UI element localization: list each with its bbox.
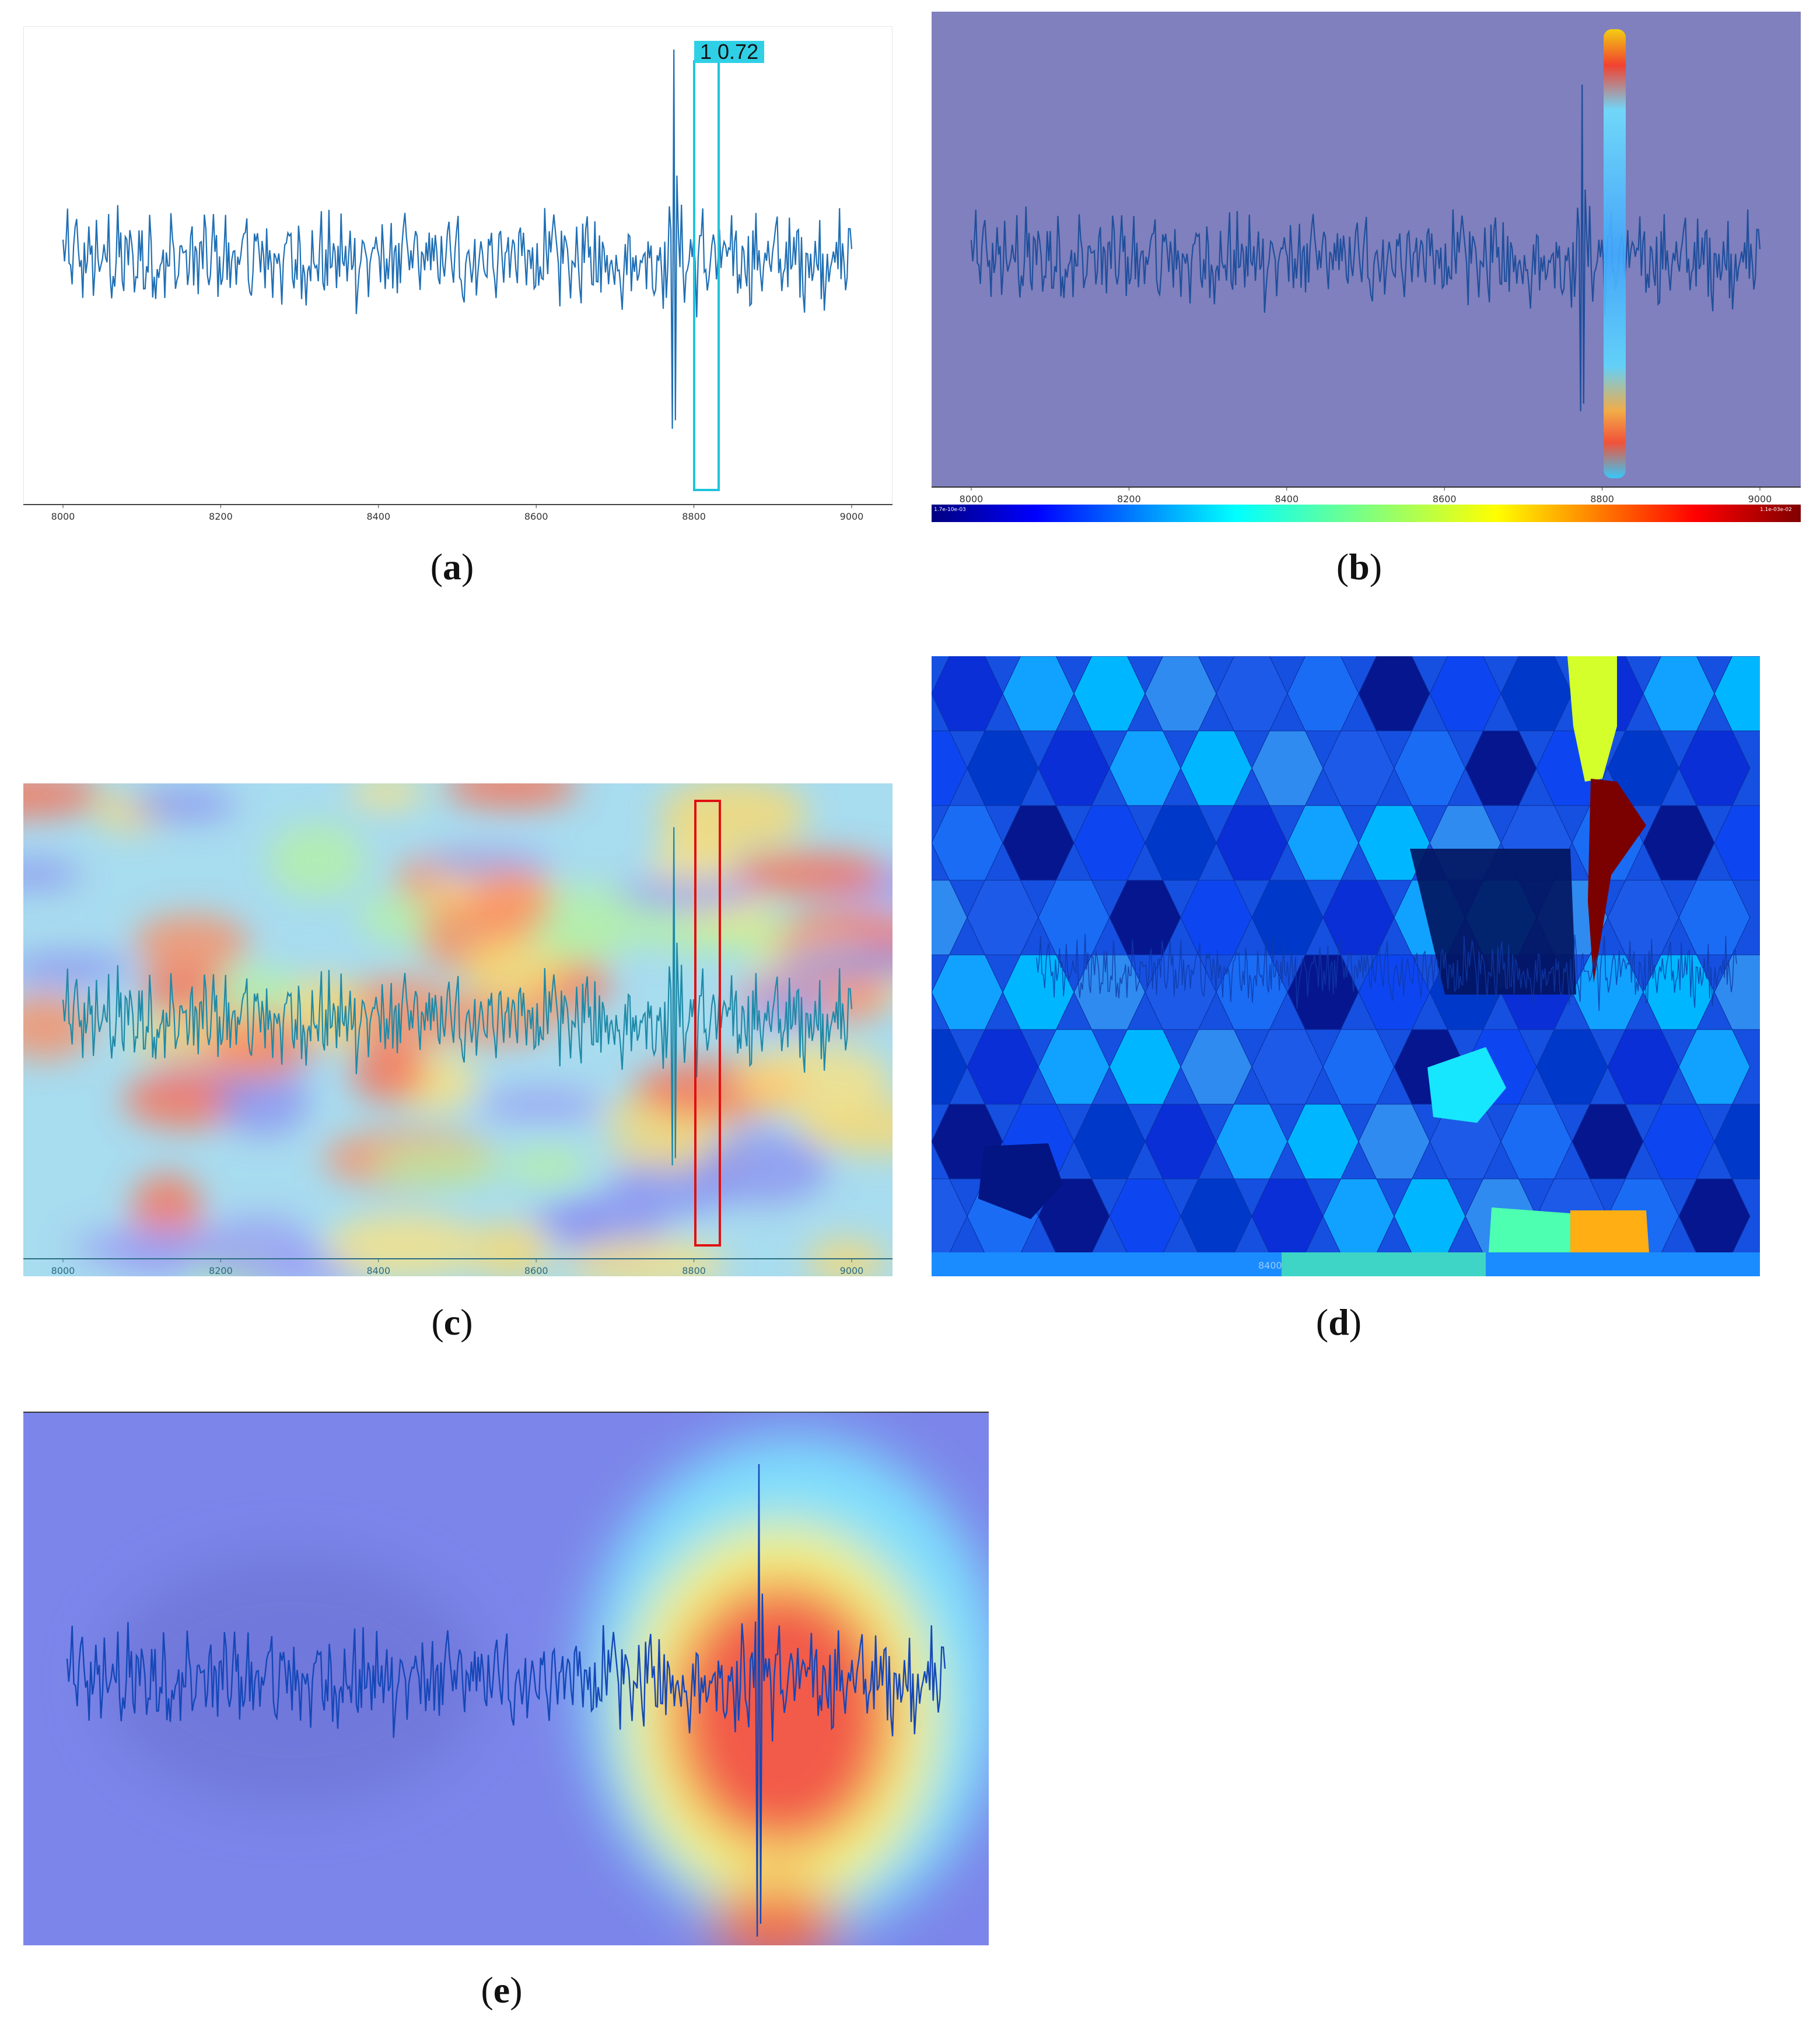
panel-b: 8000 8200 8400 8600 8800 9000 1.7e-10e-03 1.1…	[932, 12, 1801, 522]
panel-c-blob	[23, 953, 132, 985]
panel-d-superpixel	[1714, 954, 1760, 1030]
panel-b-overlay	[932, 12, 1801, 487]
panel-d-superpixel-dark	[1410, 849, 1576, 995]
panel-c-blob	[340, 976, 456, 1051]
caption-c: (c)	[431, 1301, 473, 1343]
panel-d-superpixel-yellow	[1567, 656, 1617, 782]
panel-c-tick-label-8200: 8200	[209, 1265, 233, 1276]
panel-c-blob	[806, 1239, 886, 1276]
panel-a-tick-label-8400: 8400	[366, 511, 390, 522]
caption-e: (e)	[481, 1969, 523, 2011]
panel-c-blob	[134, 913, 249, 973]
panel-e-heat-core	[671, 1581, 892, 1849]
panel-c-blob	[533, 927, 620, 963]
panel-c-blob	[124, 1070, 245, 1129]
panel-a: 8000 8200 8400 8600 8800 9000 1 0.72	[23, 26, 892, 534]
detection-label: 1 0.72	[694, 41, 765, 63]
panel-c-tick-label-8600: 8600	[524, 1265, 548, 1276]
panel-b-tick-label-8200: 8200	[1117, 493, 1141, 505]
panel-a-tick-label-8600: 8600	[524, 511, 548, 522]
panel-d-superpixel-orange	[1570, 1210, 1649, 1252]
panel-c-blob	[268, 824, 365, 897]
caption-b: (b)	[1336, 546, 1382, 587]
panel-c-blob	[218, 1064, 309, 1136]
panel-c-heat-blobs	[23, 783, 892, 1276]
panel-e-heat	[99, 1435, 989, 1945]
panel-c-blob	[478, 1087, 603, 1122]
panel-c-tick-label-8400: 8400	[366, 1265, 390, 1276]
panel-a-chart: 8000 8200 8400 8600 8800 9000	[23, 26, 892, 522]
panel-d-signal	[1036, 933, 1737, 1011]
panel-c-blob	[433, 991, 560, 1044]
panel-b-tick-label-8000: 8000	[960, 493, 984, 505]
panel-a-signal	[62, 49, 853, 429]
panel-c-blob	[23, 859, 81, 890]
panel-b-signal	[970, 84, 1761, 412]
panel-c-blob	[201, 1214, 317, 1276]
panel-c-blob	[729, 851, 889, 897]
panel-d-superpixel-green	[1489, 1207, 1570, 1252]
panel-b-tick-label-9000: 9000	[1748, 493, 1772, 505]
panel-e-heat-bottom	[712, 1884, 840, 1945]
panel-c-blob	[736, 1044, 892, 1116]
panel-d-axis-strip-green	[1282, 1252, 1486, 1276]
colorbar-right-label: 1.1e-03e-02	[1760, 507, 1792, 513]
panel-d-chart: 8400	[932, 656, 1760, 1276]
panel-a-tick-label-8000: 8000	[51, 511, 75, 522]
panel-d-superpixel-cyan	[1427, 1047, 1506, 1123]
panel-b-attribution-strip	[1604, 29, 1626, 478]
panel-c-blob	[508, 1147, 587, 1186]
panel-c-blob	[470, 1223, 551, 1276]
panel-e-heat-dark	[99, 1552, 484, 1808]
panel-c: 8000 8200 8400 8600 8800 9000	[23, 783, 892, 1276]
panel-a-tick-label-8800: 8800	[682, 511, 706, 522]
panel-a-frame	[23, 26, 892, 505]
panel-c-tick-label-8800: 8800	[682, 1265, 706, 1276]
panel-c-blob	[71, 1228, 237, 1266]
panel-d-tick-label: 8400	[1258, 1260, 1282, 1271]
panel-c-blob	[445, 783, 578, 809]
panel-c-blob	[475, 870, 551, 939]
panel-c-blob	[371, 1144, 505, 1188]
colorbar-left-label: 1.7e-10e-03	[934, 507, 966, 513]
panel-d-superpixel-red	[1588, 779, 1646, 983]
panel-b-tick-label-8600: 8600	[1433, 493, 1457, 505]
panel-d-superpixel	[1714, 1104, 1760, 1179]
panel-c-blob	[351, 1042, 427, 1102]
panel-c-blob	[23, 993, 94, 1060]
panel-c-blob	[326, 1214, 484, 1276]
caption-a: (a)	[430, 546, 474, 587]
panel-c-tick-label-9000: 9000	[840, 1265, 864, 1276]
panel-d-superpixel	[1714, 656, 1760, 731]
panel-d: 8400	[932, 656, 1760, 1276]
panel-e-chart	[23, 1412, 989, 1945]
panel-b-tick-label-8800: 8800	[1590, 493, 1614, 505]
panel-c-blob	[617, 877, 755, 911]
panel-a-tick-label-8200: 8200	[209, 511, 233, 522]
panel-c-blob	[129, 787, 236, 821]
panel-e	[23, 1412, 989, 1945]
panel-b-chart: 8000 8200 8400 8600 8800 9000	[932, 12, 1801, 522]
panel-c-blob	[288, 978, 362, 1050]
panel-c-detection-box	[694, 800, 721, 1247]
panel-c-chart: 8000 8200 8400 8600 8800 9000	[23, 783, 892, 1276]
panel-a-tick-label-9000: 9000	[840, 511, 864, 522]
panel-c-blob	[566, 1238, 727, 1276]
panel-c-tick-label-8000: 8000	[51, 1265, 75, 1276]
panel-c-blob	[697, 1131, 829, 1205]
panel-e-signal	[66, 1464, 946, 1937]
panel-d-superpixel	[1714, 805, 1760, 881]
panel-c-blob	[349, 783, 425, 809]
panel-d-superpixel-navy	[978, 1143, 1063, 1219]
panel-c-blob	[23, 783, 101, 818]
caption-d: (d)	[1315, 1301, 1362, 1343]
panel-b-tick-label-8400: 8400	[1275, 493, 1298, 505]
panel-c-blob	[774, 944, 892, 981]
panel-b-colorbar	[932, 505, 1801, 522]
